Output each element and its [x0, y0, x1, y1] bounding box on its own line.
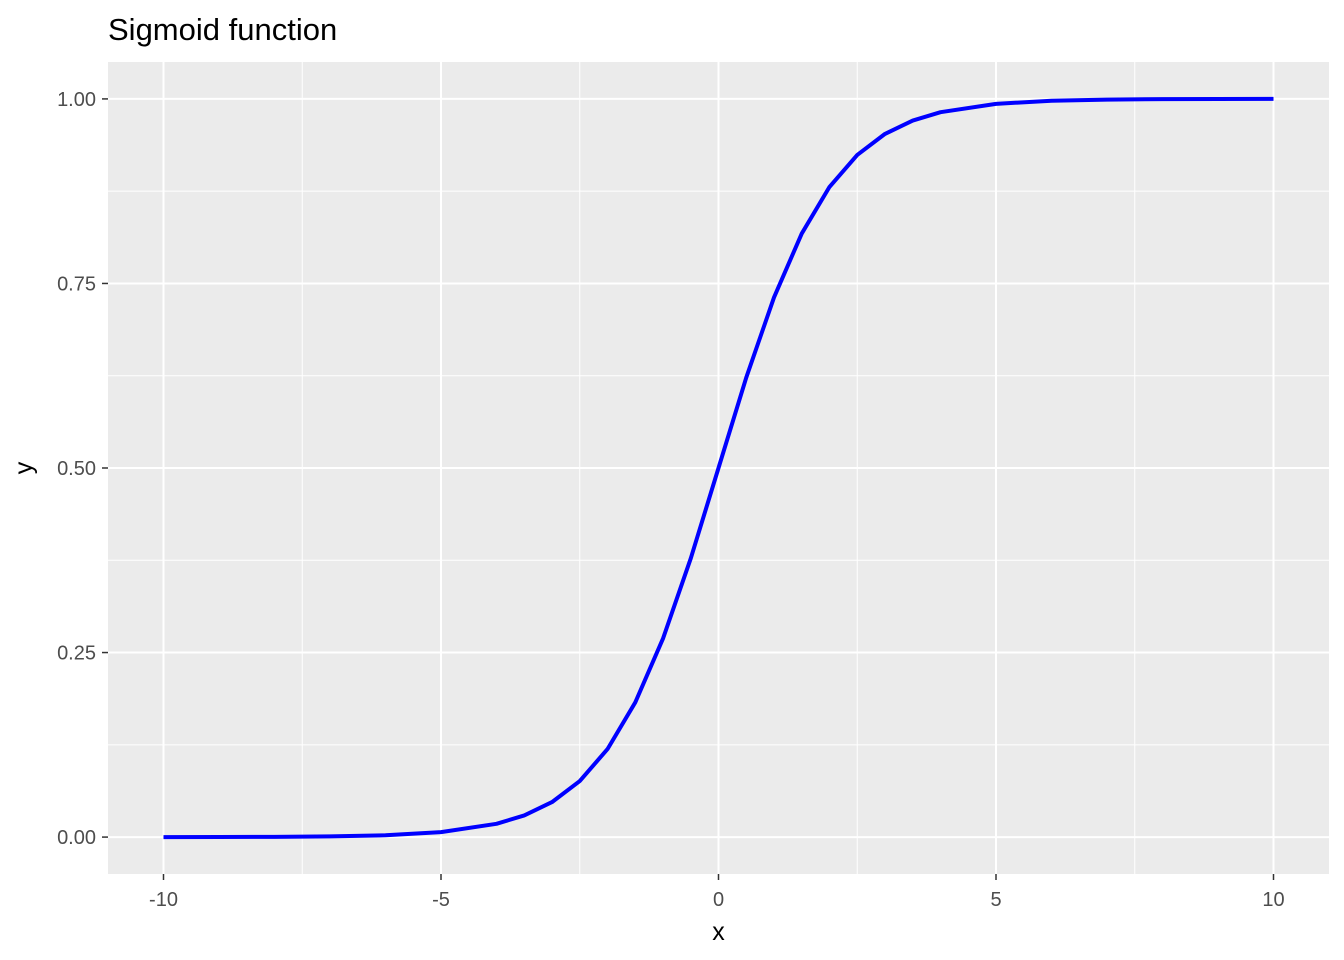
y-tick-label: 1.00 [57, 89, 96, 111]
x-tick-label: -10 [149, 889, 178, 911]
x-axis: -10 -5 0 5 10 [149, 874, 1285, 911]
y-tick-label: 0.50 [57, 458, 96, 480]
y-tick-label: 0.25 [57, 643, 96, 665]
sigmoid-series-line [163, 96, 1274, 840]
x-tick-label: 10 [1262, 889, 1284, 911]
x-tick-label: -5 [432, 889, 450, 911]
chart-title: Sigmoid function [108, 12, 337, 47]
y-axis: 0.00 0.25 0.50 0.75 1.00 [57, 89, 108, 849]
series-layer [163, 96, 1274, 840]
x-axis-title: x [712, 918, 725, 946]
y-tick-label: 0.00 [57, 827, 96, 849]
y-tick-label: 0.75 [57, 273, 96, 295]
x-tick-label: 0 [713, 889, 724, 911]
y-axis-title: y [10, 461, 38, 474]
x-tick-label: 5 [990, 889, 1001, 911]
